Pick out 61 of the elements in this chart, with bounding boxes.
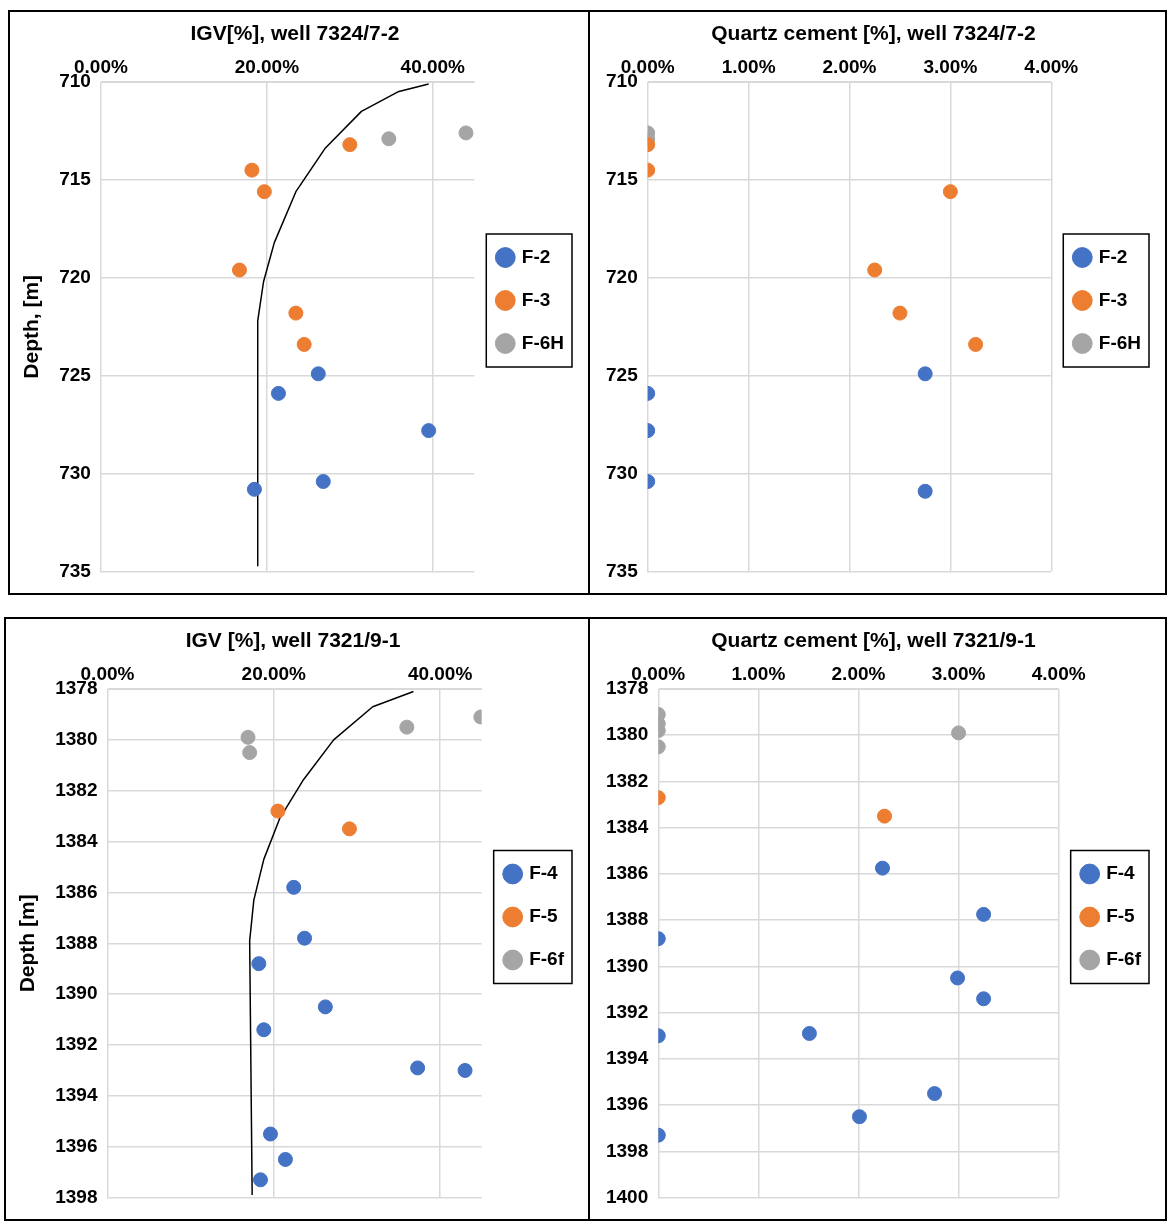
x-tick-label: 1.00% [721, 55, 776, 77]
y-tick-label: 730 [59, 461, 91, 483]
y-tick-label: 1394 [605, 1047, 649, 1069]
y-tick-label: 735 [606, 559, 639, 581]
y-tick-label: 1384 [605, 815, 649, 837]
y-tick-label: 1382 [605, 769, 649, 791]
y-tick-label: 1396 [55, 1134, 98, 1156]
x-tick-label: 20.00% [234, 55, 300, 77]
x-tick-label: 2.00% [822, 55, 877, 77]
legend-label: F-2 [1098, 245, 1128, 267]
y-tick-label: 1394 [55, 1084, 98, 1106]
y-tick-label: 1392 [605, 1000, 649, 1022]
y-tick-label: 1390 [55, 982, 98, 1004]
x-tick-label: 4.00% [1031, 662, 1086, 684]
chart-title: IGV [%], well 7321/9-1 [185, 628, 401, 652]
chart-title: Quartz cement [%], well 7321/9-1 [711, 628, 1037, 652]
legend-label: F-3 [521, 288, 551, 310]
y-tick-label: 735 [59, 559, 92, 581]
y-tick-label: 720 [59, 266, 91, 288]
y-tick-label: 730 [606, 461, 638, 483]
y-axis-title: Depth, [m] [19, 274, 43, 379]
x-tick-label: 1.00% [731, 662, 786, 684]
legend-label: F-5 [1106, 905, 1136, 927]
y-tick-label: 1388 [55, 931, 98, 953]
x-tick-label: 2.00% [831, 662, 886, 684]
x-tick-label: 3.00% [931, 662, 986, 684]
chart-title: IGV[%], well 7324/7-2 [190, 21, 400, 45]
x-tick-label: 4.00% [1024, 55, 1079, 77]
legend-label: F-4 [1106, 862, 1136, 884]
legend-label: F-6f [529, 948, 565, 970]
legend-label: F-6H [521, 331, 565, 353]
legend-label: F-4 [529, 862, 559, 884]
y-tick-label: 725 [606, 363, 639, 385]
y-tick-label: 1392 [55, 1033, 98, 1055]
y-tick-label: 1396 [605, 1093, 649, 1115]
legend-label: F-5 [529, 905, 559, 927]
y-tick-label: 1382 [55, 778, 98, 800]
y-tick-label: 720 [606, 266, 638, 288]
x-tick-label: 40.00% [407, 662, 473, 684]
y-tick-label: 1386 [605, 862, 649, 884]
legend-label: F-2 [521, 245, 551, 267]
y-tick-label: 1380 [55, 728, 98, 750]
x-tick-label: 40.00% [400, 55, 466, 77]
x-tick-label: 20.00% [241, 662, 307, 684]
y-axis-title: Depth [m] [15, 894, 39, 993]
legend-label: F-3 [1098, 288, 1128, 310]
x-tick-label: 3.00% [923, 55, 978, 77]
y-tick-label: 1390 [605, 954, 649, 976]
legend-label: F-6f [1106, 948, 1142, 970]
y-tick-label: 725 [59, 363, 92, 385]
y-tick-label: 1400 [605, 1185, 649, 1207]
legend-label: F-6H [1098, 331, 1142, 353]
y-tick-label: 715 [59, 168, 92, 190]
y-tick-label: 1388 [605, 908, 649, 930]
y-tick-label: 715 [606, 168, 639, 190]
y-tick-label: 1380 [605, 723, 649, 745]
y-tick-label: 1384 [55, 829, 98, 851]
chart-title: Quartz cement [%], well 7324/7-2 [711, 21, 1036, 45]
y-tick-label: 1398 [55, 1185, 98, 1207]
y-tick-label: 1398 [605, 1139, 649, 1161]
y-tick-label: 1386 [55, 880, 98, 902]
